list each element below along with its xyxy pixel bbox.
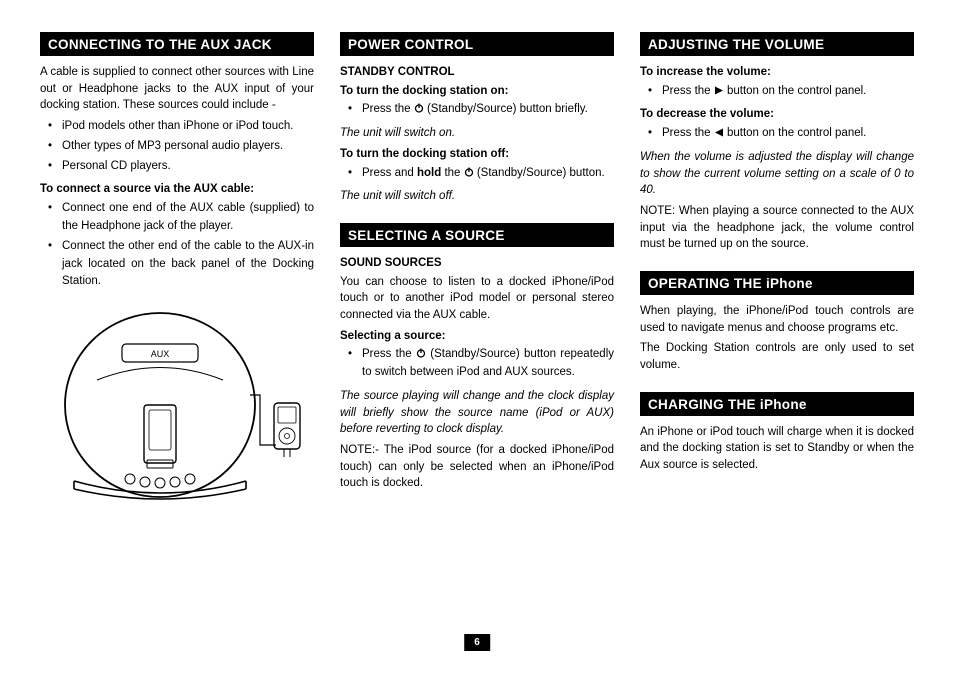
decrease-volume-step: Press the button on the control panel. [640, 125, 914, 143]
decrease-volume-steps: Press the button on the control panel. [640, 125, 914, 143]
ipod-source-note: NOTE:- The iPod source (for a docked iPh… [340, 442, 614, 492]
section-power-control: POWER CONTROL STANDBY CONTROL To turn th… [340, 32, 614, 205]
text-fragment: Press and [362, 167, 417, 179]
aux-sources-list: iPod models other than iPhone or iPod to… [40, 118, 314, 175]
docking-station-diagram: AUX [40, 305, 314, 505]
aux-connect-steps: Connect one end of the AUX cable (suppli… [40, 200, 314, 291]
text-fragment: (Standby/Source) button. [474, 167, 605, 179]
charging-text: An iPhone or iPod touch will charge when… [640, 424, 914, 474]
text-fragment: button on the control panel. [724, 85, 867, 97]
turn-on-heading: To turn the docking station on: [340, 83, 614, 100]
power-icon [414, 103, 424, 113]
section-selecting-source: SELECTING A SOURCE SOUND SOURCES You can… [340, 223, 614, 492]
header-charging-iphone: CHARGING THE iPhone [640, 392, 914, 416]
dock-diagram-svg: AUX [52, 305, 302, 505]
section-aux-jack: CONNECTING TO THE AUX JACK A cable is su… [40, 32, 314, 505]
column-1: CONNECTING TO THE AUX JACK A cable is su… [40, 32, 314, 523]
text-fragment: the [441, 167, 463, 179]
sound-sources-heading: SOUND SOURCES [340, 255, 614, 272]
switch-off-note: The unit will switch off. [340, 188, 614, 205]
turn-on-step: Press the (Standby/Source) button briefl… [340, 101, 614, 119]
aux-source-item: iPod models other than iPhone or iPod to… [40, 118, 314, 136]
play-right-icon [714, 86, 724, 95]
power-icon [416, 348, 426, 358]
text-fragment: button on the control panel. [724, 127, 867, 139]
section-charging-iphone: CHARGING THE iPhone An iPhone or iPod to… [640, 392, 914, 474]
aux-connect-step: Connect the other end of the cable to th… [40, 238, 314, 291]
aux-connect-heading: To connect a source via the AUX cable: [40, 181, 314, 198]
aux-volume-note: NOTE: When playing a source connected to… [640, 203, 914, 253]
aux-source-item: Personal CD players. [40, 158, 314, 176]
header-power-control: POWER CONTROL [340, 32, 614, 56]
switch-on-note: The unit will switch on. [340, 125, 614, 142]
text-fragment: (Standby/Source) button briefly. [424, 103, 588, 115]
header-operating-iphone: OPERATING THE iPhone [640, 271, 914, 295]
column-2: POWER CONTROL STANDBY CONTROL To turn th… [340, 32, 614, 523]
section-adjusting-volume: ADJUSTING THE VOLUME To increase the vol… [640, 32, 914, 253]
header-selecting-source: SELECTING A SOURCE [340, 223, 614, 247]
header-adjusting-volume: ADJUSTING THE VOLUME [640, 32, 914, 56]
play-left-icon [714, 128, 724, 137]
decrease-volume-heading: To decrease the volume: [640, 106, 914, 123]
text-fragment: Press the [662, 85, 714, 97]
volume-scale-note: When the volume is adjusted the display … [640, 149, 914, 199]
power-icon [464, 167, 474, 177]
header-aux-jack: CONNECTING TO THE AUX JACK [40, 32, 314, 56]
aux-intro: A cable is supplied to connect other sou… [40, 64, 314, 114]
text-fragment: Press the [362, 103, 414, 115]
increase-volume-steps: Press the button on the control panel. [640, 83, 914, 101]
select-source-steps: Press the (Standby/Source) button repeat… [340, 346, 614, 382]
increase-volume-heading: To increase the volume: [640, 64, 914, 81]
page-number: 6 [464, 634, 490, 651]
aux-source-item: Other types of MP3 personal audio player… [40, 138, 314, 156]
text-fragment: Press the [362, 348, 416, 360]
column-3: ADJUSTING THE VOLUME To increase the vol… [640, 32, 914, 523]
select-source-step: Press the (Standby/Source) button repeat… [340, 346, 614, 382]
operating-text-b: The Docking Station controls are only us… [640, 340, 914, 373]
sound-sources-text: You can choose to listen to a docked iPh… [340, 274, 614, 324]
increase-volume-step: Press the button on the control panel. [640, 83, 914, 101]
standby-control-heading: STANDBY CONTROL [340, 64, 614, 81]
turn-on-steps: Press the (Standby/Source) button briefl… [340, 101, 614, 119]
turn-off-steps: Press and hold the (Standby/Source) butt… [340, 165, 614, 183]
hold-text: hold [417, 167, 441, 179]
aux-connect-step: Connect one end of the AUX cable (suppli… [40, 200, 314, 236]
section-operating-iphone: OPERATING THE iPhone When playing, the i… [640, 271, 914, 374]
source-change-note: The source playing will change and the c… [340, 388, 614, 438]
text-fragment: Press the [662, 127, 714, 139]
page-content: CONNECTING TO THE AUX JACK A cable is su… [0, 0, 954, 543]
operating-text-a: When playing, the iPhone/iPod touch cont… [640, 303, 914, 336]
diagram-aux-label: AUX [151, 349, 170, 359]
turn-off-heading: To turn the docking station off: [340, 146, 614, 163]
turn-off-step: Press and hold the (Standby/Source) butt… [340, 165, 614, 183]
selecting-source-heading: Selecting a source: [340, 328, 614, 345]
